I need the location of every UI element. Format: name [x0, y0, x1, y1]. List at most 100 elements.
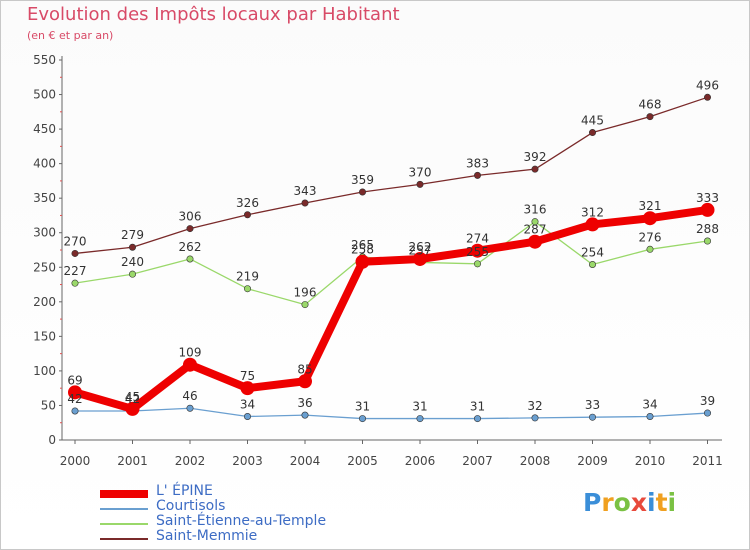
series-line-1 [74, 407, 709, 420]
logo-letter: P [583, 488, 602, 517]
data-label: 496 [696, 78, 719, 92]
data-label: 227 [64, 264, 87, 278]
data-label: 257 [409, 243, 432, 257]
logo-letter: o [613, 488, 631, 517]
logo-letter: r [601, 488, 614, 517]
data-point [703, 93, 711, 101]
data-point [588, 129, 596, 137]
data-point [646, 113, 654, 121]
data-label: 321 [639, 199, 662, 213]
data-label: 42 [67, 392, 82, 406]
data-point [531, 218, 539, 226]
data-point [186, 225, 194, 233]
data-label: 445 [581, 114, 604, 128]
legend-swatch [100, 490, 148, 498]
data-point [301, 301, 309, 309]
data-point [588, 413, 596, 421]
x-tick-label: 2005 [347, 454, 378, 468]
data-label: 359 [351, 173, 374, 187]
data-point [129, 243, 137, 251]
data-label: 45 [125, 390, 140, 404]
data-label: 34 [642, 398, 657, 412]
logo-letter: t [655, 488, 668, 517]
data-point [301, 411, 309, 419]
x-tick-label: 2010 [635, 454, 666, 468]
data-label: 265 [351, 238, 374, 252]
data-label: 326 [236, 196, 259, 210]
y-tick-label: 400 [33, 157, 56, 171]
data-point [358, 415, 366, 423]
data-point [186, 255, 194, 263]
data-label: 75 [240, 369, 255, 383]
y-tick-label: 100 [33, 364, 56, 378]
data-point [473, 260, 481, 268]
chart-subtitle: (en € et par an) [27, 29, 114, 42]
logo-letter: x [630, 488, 647, 517]
x-tick-label: 2001 [117, 454, 148, 468]
line-chart: 0 50 100 150 200 250 300 350 400 450 500 550 2000 200… [33, 53, 723, 468]
logo-letter: i [647, 488, 656, 517]
data-label: 196 [294, 286, 317, 300]
data-label: 288 [696, 222, 719, 236]
legend-label: L' ÉPINE [156, 483, 213, 499]
legend-label: Saint-Étienne-au-Temple [156, 513, 327, 529]
data-point [528, 234, 542, 249]
y-tick-label: 50 [41, 398, 56, 412]
data-point [703, 409, 711, 417]
data-label: 46 [182, 389, 197, 403]
data-point [416, 415, 424, 423]
data-label: 42 [125, 392, 140, 406]
data-point [183, 357, 197, 372]
y-tick-label: 0 [48, 433, 56, 447]
data-label: 258 [351, 243, 374, 257]
data-label: 468 [639, 98, 662, 112]
data-point [129, 270, 137, 278]
data-label: 270 [64, 234, 87, 248]
x-tick-label: 2000 [60, 454, 91, 468]
x-tick-label: 2009 [577, 454, 608, 468]
data-point [588, 261, 596, 269]
data-label: 69 [67, 373, 82, 387]
data-label: 392 [524, 150, 547, 164]
data-point [646, 245, 654, 253]
legend-swatch [100, 508, 148, 510]
chart-axes: 0 50 100 150 200 250 300 350 400 450 500 550 2000 200… [33, 53, 723, 468]
data-point [358, 188, 366, 196]
x-tick-label: 2006 [405, 454, 436, 468]
y-tick-label: 150 [33, 329, 56, 343]
data-point [473, 171, 481, 179]
data-point [413, 251, 427, 266]
data-point [643, 211, 657, 226]
data-point [68, 385, 82, 400]
data-point [470, 243, 485, 258]
legend-swatch [100, 523, 148, 525]
chart-series-layer [68, 93, 715, 423]
data-point [531, 414, 539, 422]
logo-letter: i [667, 488, 677, 517]
x-tick-label: 2007 [462, 454, 493, 468]
data-point [473, 415, 481, 423]
data-label: 240 [121, 255, 144, 269]
data-point [71, 279, 79, 287]
data-label: 312 [581, 205, 604, 219]
data-point [125, 401, 140, 416]
data-label: 370 [409, 165, 432, 179]
data-label: 279 [121, 228, 144, 242]
data-label: 254 [581, 246, 604, 260]
data-label: 262 [179, 240, 202, 254]
data-label: 383 [466, 156, 489, 170]
data-label: 32 [527, 399, 542, 413]
data-label: 306 [179, 210, 202, 224]
chart-data-labels: 69 45 109 75 85 258 262 274 287 312 321 333 42 42 46 34… [64, 78, 719, 413]
legend-swatch [100, 538, 148, 540]
legend-label: Courtisols [156, 498, 226, 514]
series-line-0 [71, 205, 712, 413]
x-tick-label: 2008 [520, 454, 551, 468]
x-tick-label: 2004 [290, 454, 321, 468]
data-label: 33 [585, 398, 600, 412]
data-label: 287 [524, 223, 547, 237]
data-label: 343 [294, 184, 317, 198]
data-label: 262 [409, 240, 432, 254]
y-tick-label: 350 [33, 191, 56, 205]
data-label: 276 [639, 230, 662, 244]
